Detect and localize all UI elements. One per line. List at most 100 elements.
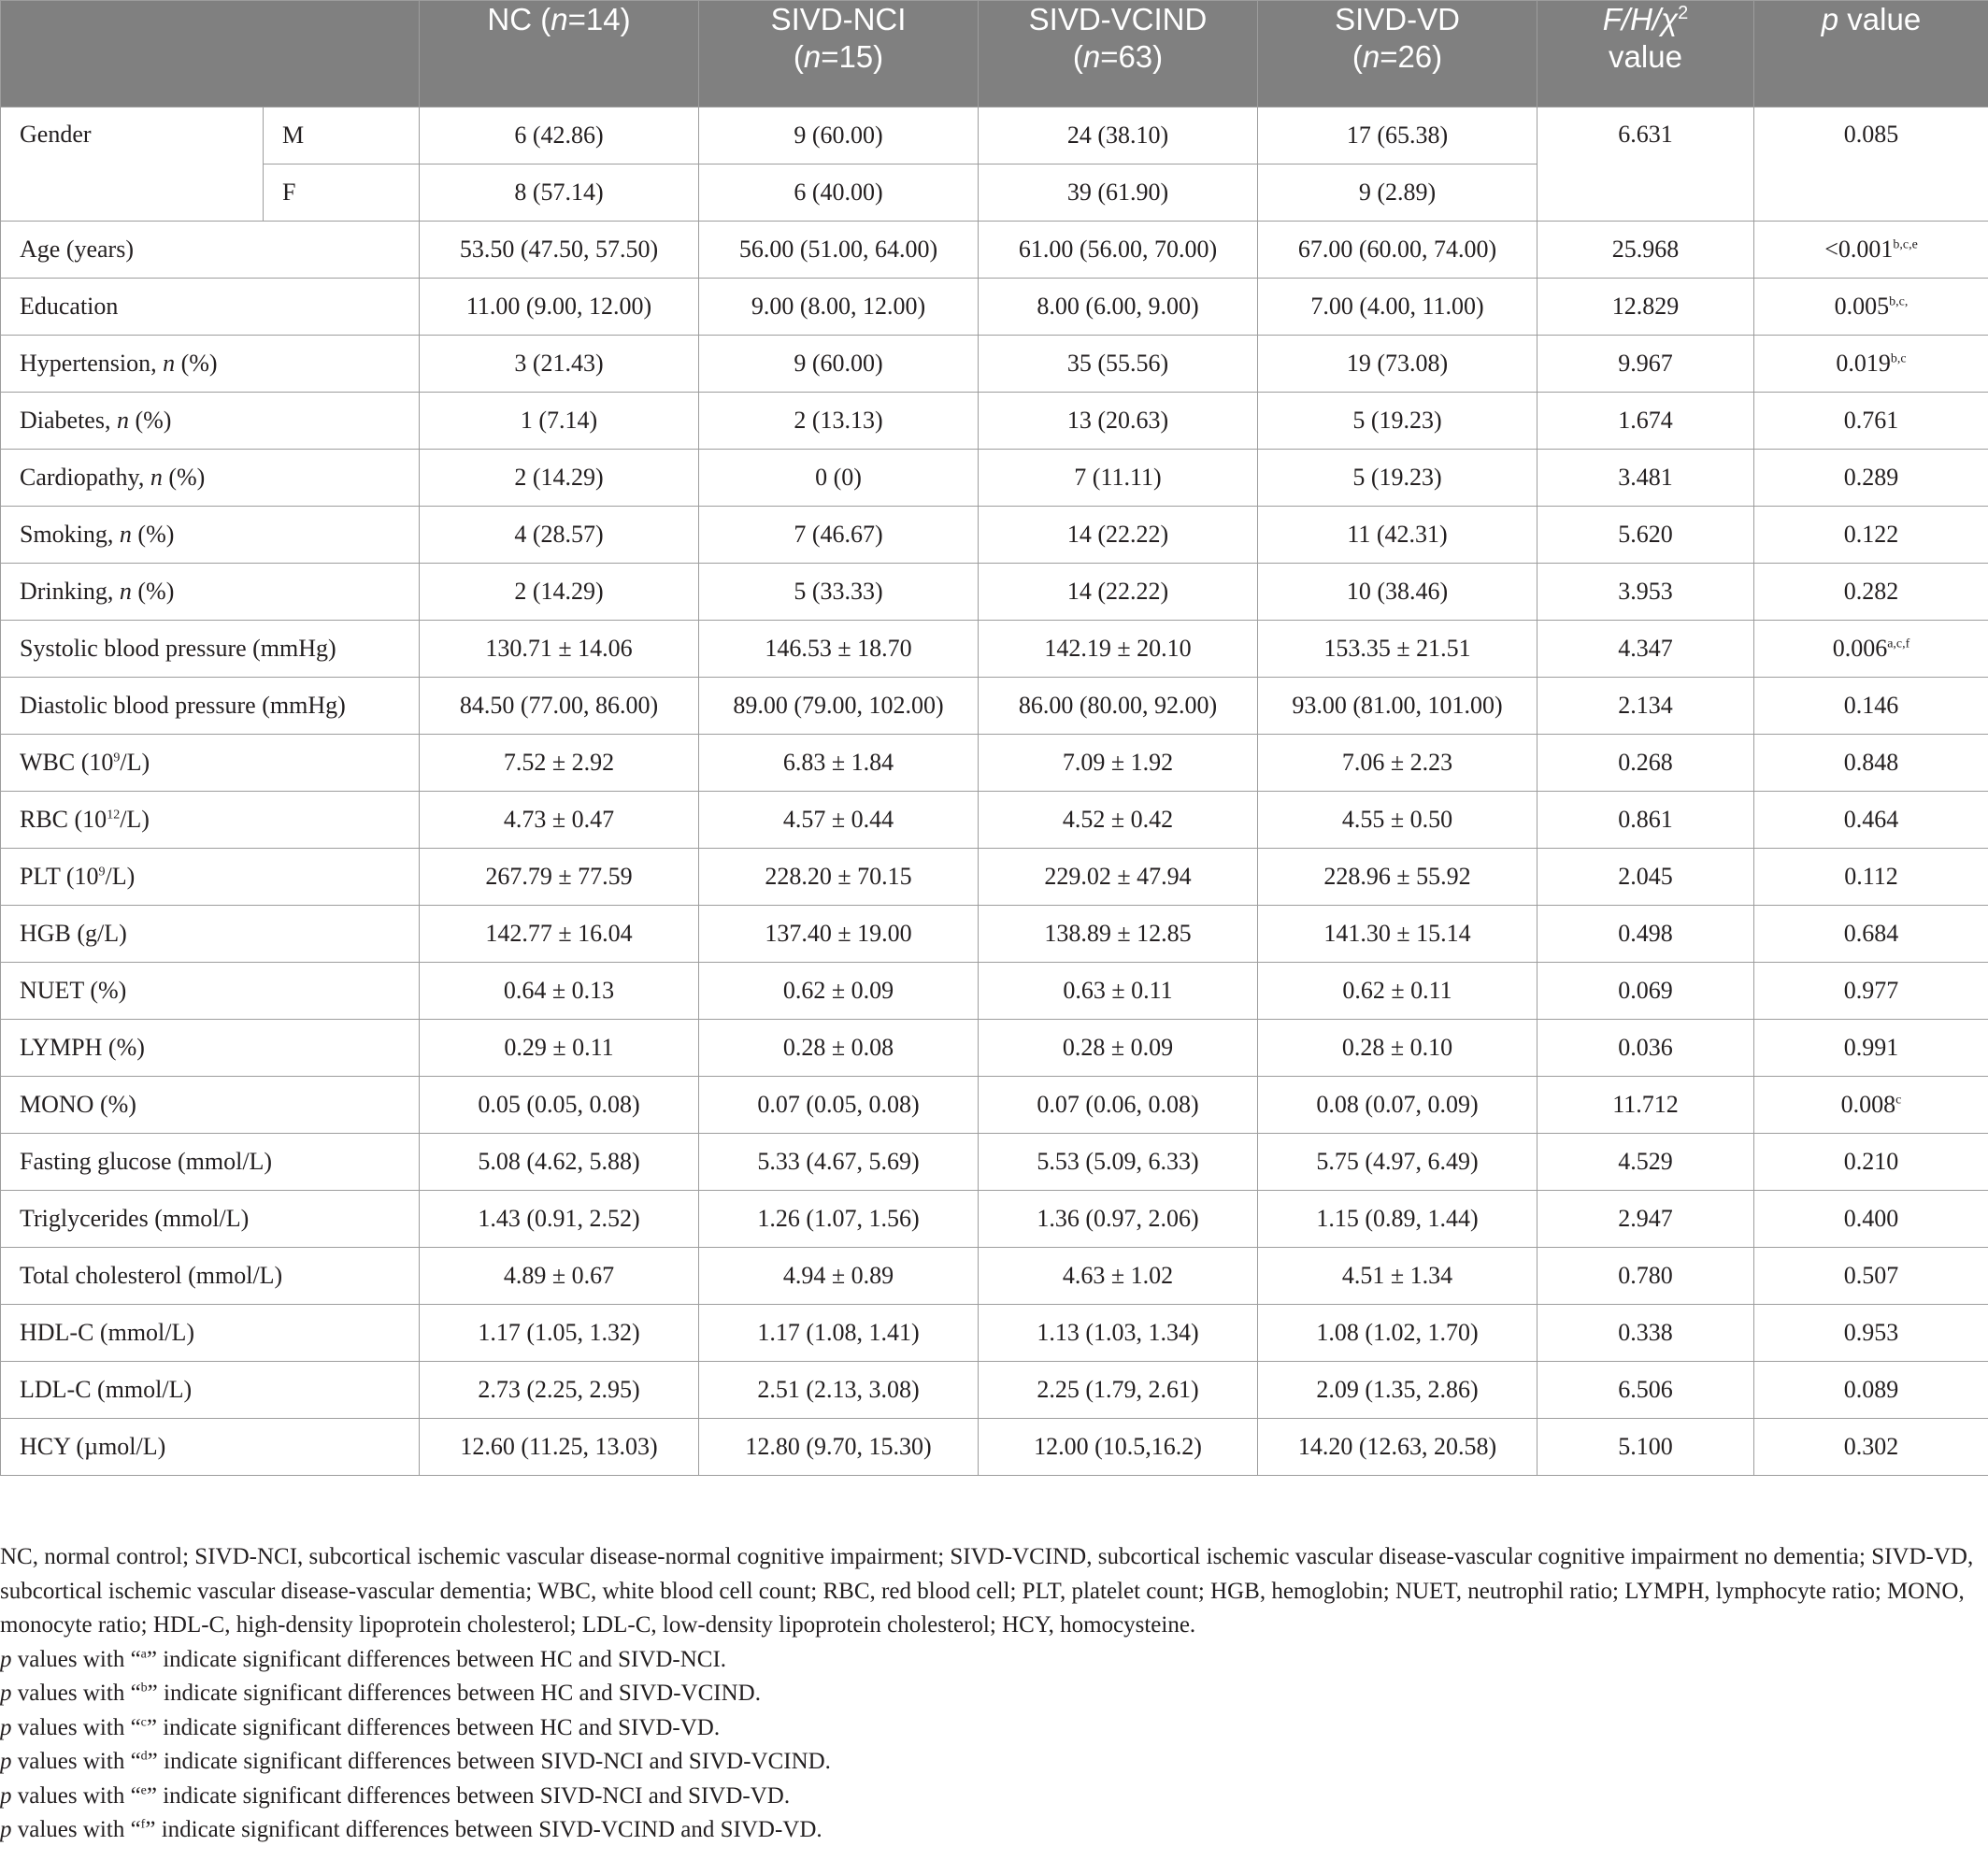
p-value-text: 0.302 [1843,1433,1899,1460]
cell-p-value: 0.006a,c,f [1753,620,1988,678]
table-row: PLT (109/L) 267.79 ± 77.59 228.20 ± 70.15 2… [0,848,1988,906]
cell-sivd-vcind: 7 (11.11) [978,449,1258,507]
cell-statistic: 2.045 [1537,848,1754,906]
cell-sivd-nci: 9 (60.00) [698,107,979,165]
row-label-suffix: (%) [128,407,172,434]
row-label: Hypertension, n (%) [0,335,420,393]
row-label-text: HGB (g/L) [20,920,127,947]
cell-nc: 4 (28.57) [419,506,699,564]
cell-sivd-vd: 4.51 ± 1.34 [1257,1247,1537,1305]
row-label-text: WBC (10 [20,749,114,776]
table-row: HGB (g/L) 142.77 ± 16.04 137.40 ± 19.00 138… [0,905,1988,963]
cell-sivd-nci: 9 (60.00) [698,335,979,393]
footnote-text: ” indicate significant differences betwe… [147,1681,761,1706]
row-label: Triglycerides (mmol/L) [0,1190,420,1248]
header-sivd-vcind: SIVD-VCIND (n=63) [978,0,1258,107]
table-row: LDL-C (mmol/L) 2.73 (2.25, 2.95) 2.51 (2.1… [0,1361,1988,1419]
cell-sivd-vd: 5 (19.23) [1257,449,1537,507]
table-row-gender-m: Gender M 6 (42.86) 9 (60.00) 24 (38.10) … [0,107,1988,222]
cell-sivd-vcind: 86.00 (80.00, 92.00) [978,677,1258,735]
table-row: Education 11.00 (9.00, 12.00) 9.00 (8.00, … [0,278,1988,336]
cell-sivd-vcind: 8.00 (6.00, 9.00) [978,278,1258,336]
cell-sivd-vd: 0.08 (0.07, 0.09) [1257,1076,1537,1134]
row-label-text: Triglycerides (mmol/L) [20,1205,250,1232]
p-value-text: 0.146 [1843,692,1899,719]
cell-statistic: 12.829 [1537,278,1754,336]
p-value-superscript: b,c, [1889,294,1909,309]
cell-sivd-vcind: 229.02 ± 47.94 [978,848,1258,906]
cell-nc: 53.50 (47.50, 57.50) [419,221,699,279]
table-row: Age (years) 53.50 (47.50, 57.50) 56.00 (51… [0,221,1988,279]
row-label: Diastolic blood pressure (mmHg) [0,677,420,735]
cell-nc: 1.17 (1.05, 1.32) [419,1304,699,1362]
row-label-text: LDL-C (mmol/L) [20,1376,193,1403]
footnote-text: ” indicate significant differences betwe… [146,1646,727,1672]
header-nc: NC (n=14) [419,0,699,107]
cell-sivd-nci: 56.00 (51.00, 64.00) [698,221,979,279]
row-label-text: Systolic blood pressure (mmHg) [20,635,336,662]
row-label: HGB (g/L) [0,905,420,963]
cell-sivd-vd: 4.55 ± 0.50 [1257,791,1537,849]
header-statistic: F/H/χ2 value [1537,0,1754,107]
cell-nc: 1 (7.14) [419,392,699,450]
cell-sivd-nci: 2.51 (2.13, 3.08) [698,1361,979,1419]
footnote-significance: p values with “d” indicate significant d… [0,1745,1988,1780]
cell-p-value: 0.210 [1753,1133,1988,1191]
row-label-suffix: (%) [162,464,206,491]
cell-p-value: 0.953 [1753,1304,1988,1362]
cell-p-value: <0.001b,c,e [1753,221,1988,279]
footnote-p-symbol: p [0,1646,12,1672]
cell-p-value: 0.085 [1753,107,1988,222]
cell-sivd-vcind: 39 (61.90) [978,164,1258,222]
cell-statistic: 3.481 [1537,449,1754,507]
p-value-text: 0.289 [1843,464,1899,491]
cell-nc: 7.52 ± 2.92 [419,734,699,792]
footnote-significance-list: p values with “a” indicate significant d… [0,1643,1988,1848]
row-label-italic: n [119,521,132,548]
cell-sivd-nci: 5.33 (4.67, 5.69) [698,1133,979,1191]
cell-nc: 4.89 ± 0.67 [419,1247,699,1305]
cell-statistic: 1.674 [1537,392,1754,450]
cell-p-value: 0.684 [1753,905,1988,963]
p-value-text: 0.008 [1840,1091,1896,1118]
cell-sivd-nci: 4.94 ± 0.89 [698,1247,979,1305]
cell-sivd-vcind: 7.09 ± 1.92 [978,734,1258,792]
footnote-significance: p values with “f” indicate significant d… [0,1813,1988,1848]
cell-p-value: 0.464 [1753,791,1988,849]
cell-nc: 11.00 (9.00, 12.00) [419,278,699,336]
row-label: LDL-C (mmol/L) [0,1361,420,1419]
row-label: PLT (109/L) [0,848,420,906]
cell-sivd-vd: 153.35 ± 21.51 [1257,620,1537,678]
cell-sivd-vcind: 14 (22.22) [978,506,1258,564]
cell-p-value: 0.977 [1753,962,1988,1020]
cell-statistic: 0.036 [1537,1019,1754,1077]
footnote-p-symbol: p [0,1714,12,1740]
row-label: Age (years) [0,221,420,279]
row-label: Cardiopathy, n (%) [0,449,420,507]
row-label-text: Diabetes, [20,407,117,434]
cell-sivd-nci: 7 (46.67) [698,506,979,564]
header-p-value: p value [1753,0,1988,107]
row-label-text: LYMPH (%) [20,1034,145,1061]
row-label-text: HCY (µmol/L) [20,1433,166,1460]
cell-p-value: 0.122 [1753,506,1988,564]
cell-sivd-vcind: 12.00 (10.5,16.2) [978,1418,1258,1476]
cell-sivd-vd: 228.96 ± 55.92 [1257,848,1537,906]
cell-statistic: 6.506 [1537,1361,1754,1419]
cell-sivd-vcind: 0.28 ± 0.09 [978,1019,1258,1077]
cell-sivd-vcind: 24 (38.10) [978,107,1258,165]
cell-sivd-vd: 141.30 ± 15.14 [1257,905,1537,963]
row-sublabel-f: F [263,164,420,222]
cell-nc: 4.73 ± 0.47 [419,791,699,849]
row-label-text: RBC (10 [20,806,107,833]
cell-nc: 130.71 ± 14.06 [419,620,699,678]
row-label: NUET (%) [0,962,420,1020]
cell-sivd-vd: 1.15 (0.89, 1.44) [1257,1190,1537,1248]
cell-p-value: 0.400 [1753,1190,1988,1248]
p-value-text: 0.848 [1843,749,1899,776]
p-value-superscript: a,c,f [1887,637,1910,651]
cell-sivd-vcind: 138.89 ± 12.85 [978,905,1258,963]
cell-sivd-vd: 93.00 (81.00, 101.00) [1257,677,1537,735]
table-row: Drinking, n (%) 2 (14.29) 5 (33.33) 14 (22.… [0,563,1988,621]
row-label-text: Hypertension, [20,350,164,377]
